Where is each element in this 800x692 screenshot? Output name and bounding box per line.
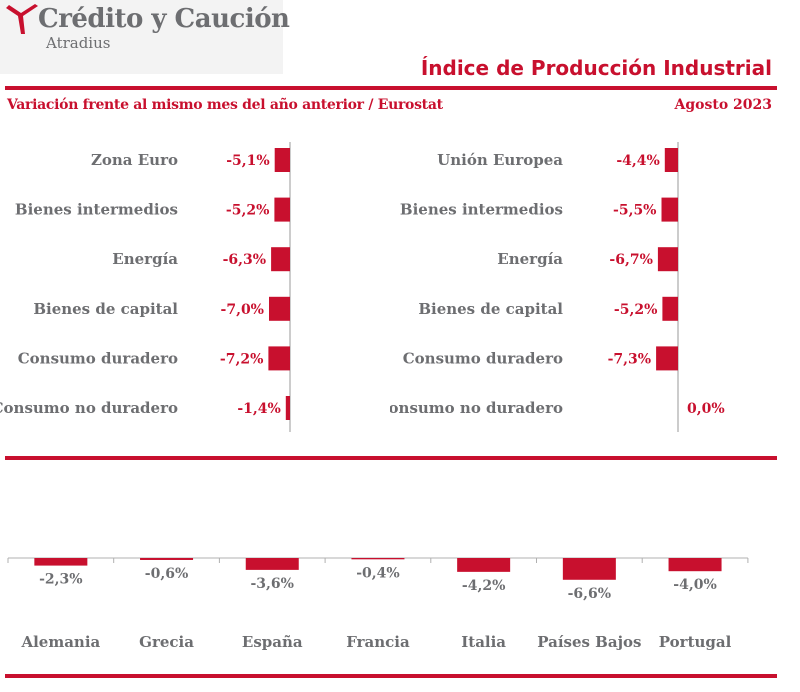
brand-logo: Crédito y Caución Atradius xyxy=(0,0,290,74)
countries-category-label: España xyxy=(242,633,303,651)
countries-value-label: -0,4% xyxy=(356,565,399,581)
chart-subtitle: Variación frente al mismo mes del año an… xyxy=(7,97,443,113)
eurozone-category-label: Zona Euro xyxy=(91,151,178,169)
brand-subname: Atradius xyxy=(46,34,111,52)
page-title: Índice de Producción Industrial xyxy=(420,56,772,80)
eurozone-value-label: -7,2% xyxy=(220,351,263,367)
countries-category-label: Alemania xyxy=(20,633,100,651)
eurozone-category-label: Energía xyxy=(112,250,178,268)
eurozone-value-label: -1,4% xyxy=(237,401,280,417)
countries-value-label: -2,3% xyxy=(39,572,82,588)
countries-category-label: Portugal xyxy=(659,633,732,651)
eu-value-label: -7,3% xyxy=(608,351,651,367)
countries-value-label: -6,6% xyxy=(568,586,611,602)
eu-bar xyxy=(664,148,678,172)
eurozone-bar xyxy=(285,396,290,420)
countries-category-label: Italia xyxy=(461,633,506,651)
eurozone-category-label: Consumo no duradero xyxy=(0,399,178,417)
eurozone-category-label: Consumo duradero xyxy=(18,349,178,367)
eurozone-category-label: Bienes de capital xyxy=(33,300,178,318)
countries-value-label: -0,6% xyxy=(145,566,188,582)
countries-bar xyxy=(457,558,511,572)
eurozone-value-label: -6,3% xyxy=(223,252,266,268)
eu-bar xyxy=(662,296,678,321)
eurozone-bar xyxy=(269,296,290,321)
period-label: Agosto 2023 xyxy=(674,97,772,113)
eurozone-bar xyxy=(268,346,290,371)
eurozone-value-label: -5,1% xyxy=(226,153,269,169)
eurozone-category-label: Bienes intermedios xyxy=(15,201,178,219)
countries-bar xyxy=(245,558,299,570)
eu-bar xyxy=(661,197,678,222)
middle-divider xyxy=(5,456,777,460)
countries-bar xyxy=(34,558,88,566)
countries-bar xyxy=(562,558,616,580)
eu-category-label: Energía xyxy=(497,250,563,268)
eu-value-label: -5,2% xyxy=(614,302,657,318)
eurozone-bar xyxy=(274,148,290,172)
eu-category-label: Bienes de capital xyxy=(418,300,563,318)
eu-bar xyxy=(657,247,678,272)
bottom-divider xyxy=(5,674,777,678)
eu-value-label: -6,7% xyxy=(609,252,652,268)
eu-value-label: -4,4% xyxy=(616,153,659,169)
countries-value-label: -3,6% xyxy=(251,576,294,592)
brand-name: Crédito y Caución xyxy=(38,4,290,34)
eurozone-bar xyxy=(274,197,290,222)
eu-value-label: 0,0% xyxy=(687,401,725,417)
countries-category-label: Francia xyxy=(346,633,410,651)
eu-category-label: Consumo no duradero xyxy=(390,399,563,417)
countries-bar xyxy=(140,558,194,560)
top-divider xyxy=(5,86,777,90)
eu-category-label: Consumo duradero xyxy=(403,349,563,367)
logo-mark-icon xyxy=(6,4,38,34)
countries-bar xyxy=(668,558,722,572)
eurozone-value-label: -7,0% xyxy=(221,302,264,318)
eurozone-bar xyxy=(271,247,290,272)
chart-countries: -2,3% Alemania -0,6% Grecia -3,6% España -0,4%… xyxy=(7,557,749,651)
countries-value-label: -4,0% xyxy=(673,577,716,593)
chart-eurozone: Zona Euro -5,1% Bienes intermedios -5,2% Ene… xyxy=(0,142,291,432)
countries-bar xyxy=(351,558,405,560)
countries-category-label: Países Bajos xyxy=(537,633,641,651)
countries-value-label: -4,2% xyxy=(462,578,505,594)
eu-bar xyxy=(656,346,678,371)
eurozone-value-label: -5,2% xyxy=(226,203,269,219)
eu-value-label: -5,5% xyxy=(613,203,656,219)
eu-category-label: Bienes intermedios xyxy=(400,201,563,219)
eu-category-label: Unión Europea xyxy=(437,151,563,169)
countries-category-label: Grecia xyxy=(139,633,194,651)
chart-eu: Unión Europea -4,4% Bienes intermedios -5,5… xyxy=(390,142,725,432)
